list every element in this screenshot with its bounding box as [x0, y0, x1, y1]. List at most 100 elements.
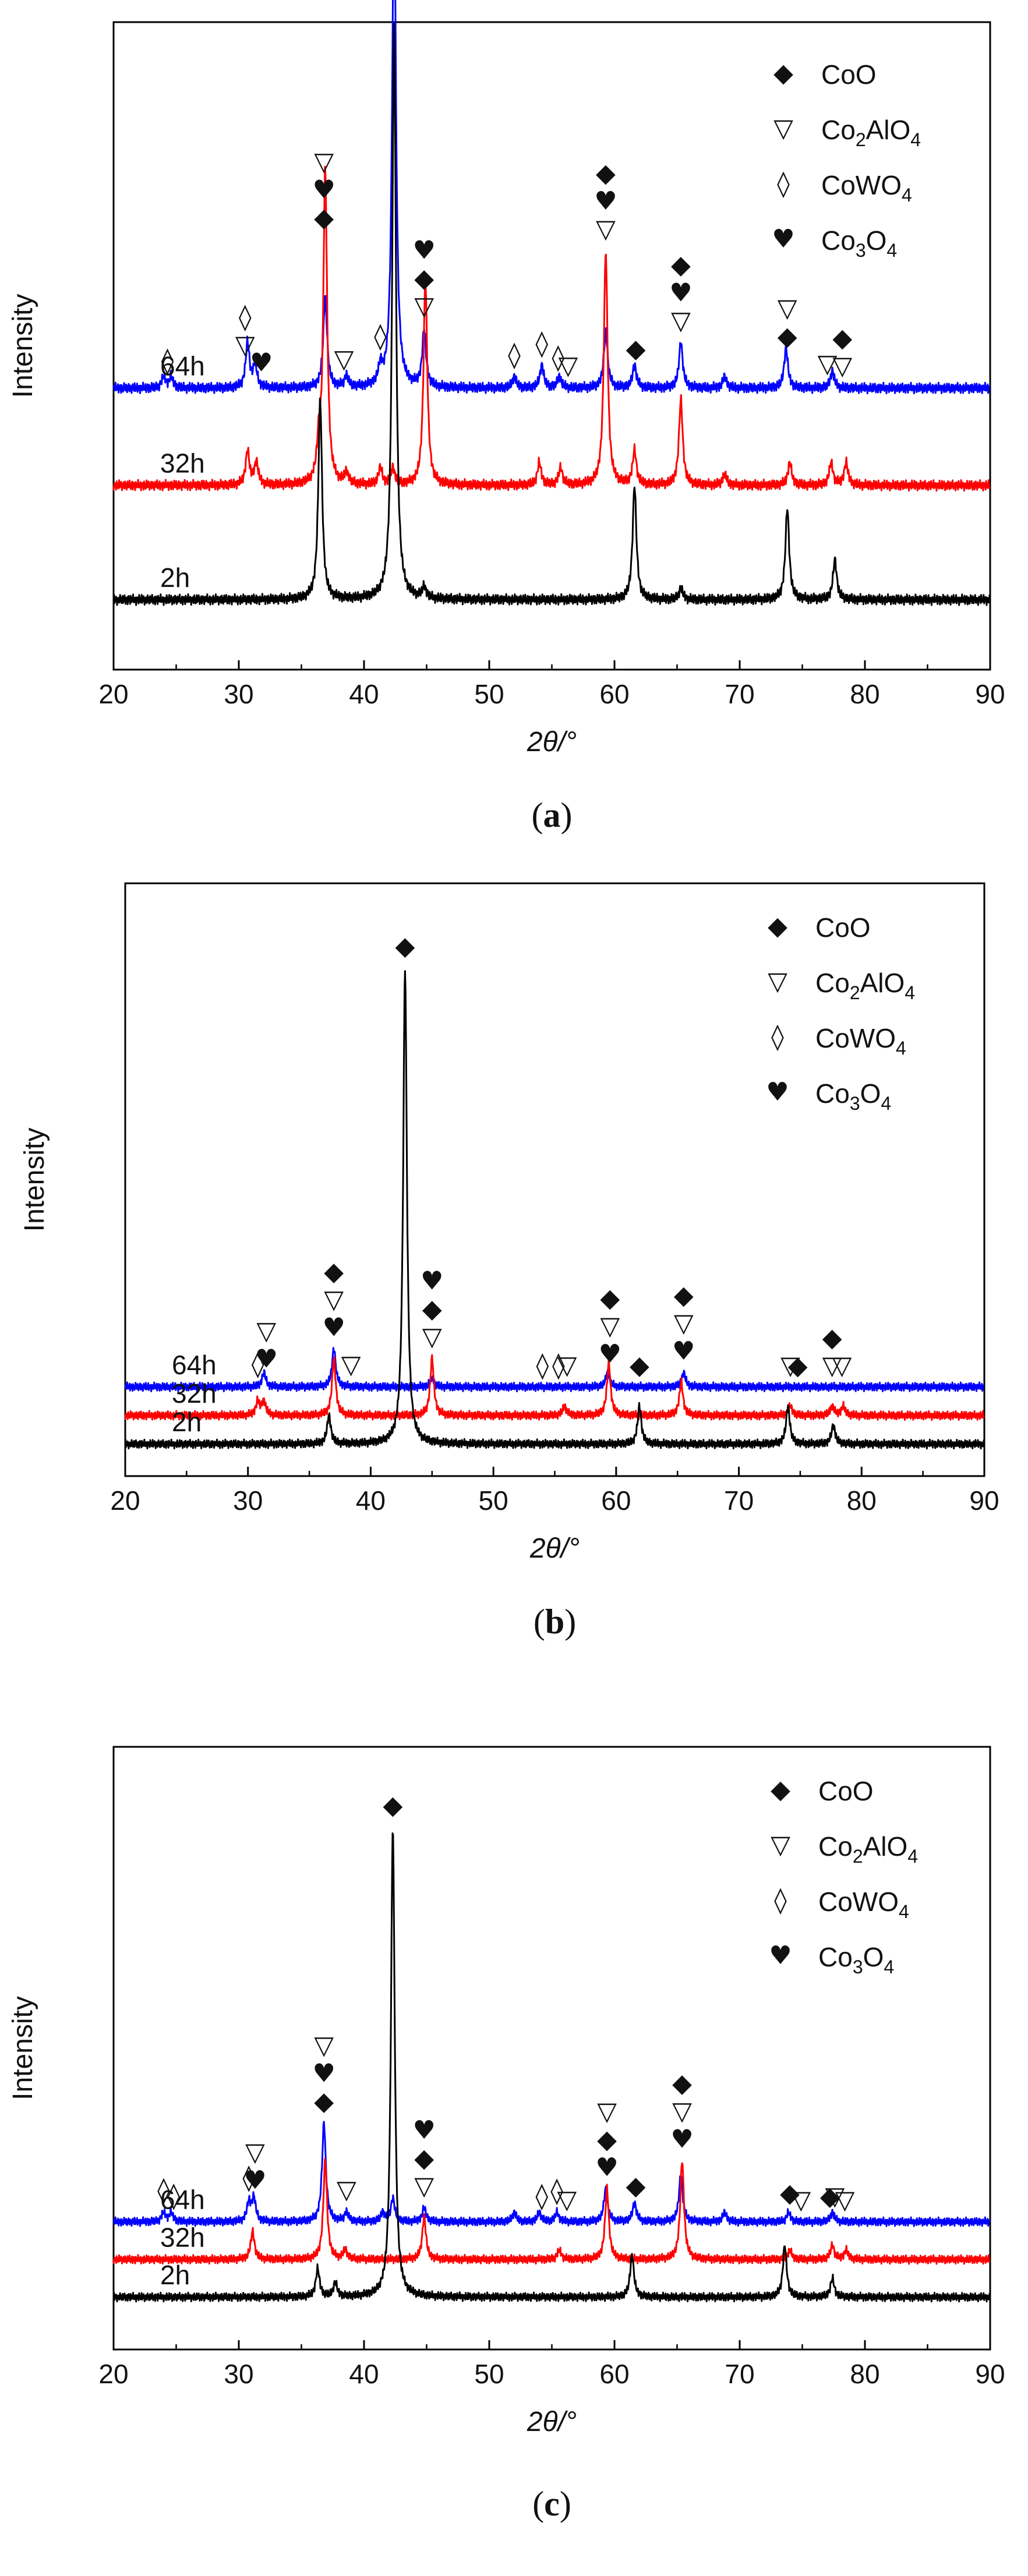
marker-triangle-down: ▽ — [672, 2097, 692, 2126]
legend-symbol-filled-diamond: ◆ — [771, 1775, 790, 1804]
caption-close: ) — [564, 1602, 576, 1641]
x-tick-label: 40 — [349, 2359, 379, 2389]
legend-label: CoWO4 — [815, 1023, 906, 1059]
marker-triangle-down: ▽ — [825, 2181, 845, 2211]
panel-b: 20 30 40 50 60 70 80 902θ/°Intensity64h32h2h◆♥▽… — [19, 882, 999, 1641]
series-line-64h — [124, 1347, 985, 1393]
marker-heart: ♥ — [670, 2125, 693, 2154]
marker-heart: ♥ — [322, 1312, 345, 1342]
x-tick-label: 50 — [474, 679, 504, 709]
caption-open: ( — [532, 796, 543, 834]
legend-label-part: AlO — [866, 115, 911, 145]
marker-triangle-down: ▽ — [557, 2185, 577, 2215]
marker-heart: ♥ — [669, 278, 692, 308]
marker-filled-diamond: ◆ — [324, 1257, 344, 1286]
legend-label-part: 2 — [856, 129, 866, 150]
panel-c: 20 30 40 50 60 70 80 902θ/°Intensity64h32h2h◆◆♥… — [8, 1746, 1005, 2523]
marker-open-diamond: ◊ — [508, 340, 521, 370]
series-line-2h — [112, 1832, 991, 2303]
marker-heart: ♥ — [312, 2059, 335, 2089]
legend-label: Co3O4 — [821, 225, 897, 261]
legend-symbol-heart: ♥ — [766, 1077, 789, 1107]
marker-triangle-down: ▽ — [596, 214, 616, 244]
marker-filled-diamond: ◆ — [383, 1791, 403, 1820]
marker-triangle-down: ▽ — [334, 345, 354, 374]
marker-triangle-down: ▽ — [832, 1351, 852, 1381]
marker-heart: ♥ — [255, 1344, 278, 1374]
series-label-64h: 64h — [172, 1350, 217, 1380]
marker-filled-diamond: ◆ — [596, 158, 616, 188]
legend-label: CoO — [818, 1776, 874, 1806]
marker-filled-diamond: ◆ — [314, 203, 334, 232]
legend-label-part: CoWO — [815, 1023, 896, 1053]
marker-open-diamond: ◊ — [536, 1351, 549, 1381]
marker-filled-diamond: ◆ — [597, 2125, 617, 2154]
marker-triangle-down: ▽ — [818, 349, 838, 378]
x-tick-label: 60 — [599, 679, 629, 709]
marker-open-diamond: ◊ — [535, 2181, 548, 2211]
x-tick-label: 30 — [224, 2359, 253, 2389]
series-label-64h: 64h — [160, 2185, 205, 2215]
series-label-32h: 32h — [160, 2222, 205, 2252]
marker-filled-diamond: ◆ — [822, 1323, 842, 1353]
series-label-2h: 2h — [160, 2260, 190, 2290]
marker-open-diamond: ◊ — [242, 2163, 255, 2192]
legend-label-part: Co — [821, 115, 856, 145]
marker-open-diamond: ◊ — [552, 1351, 565, 1381]
marker-open-diamond: ◊ — [552, 342, 564, 372]
marker-heart: ♥ — [595, 2153, 618, 2182]
legend-label-part: 3 — [856, 240, 866, 261]
marker-filled-diamond: ◆ — [788, 1351, 808, 1381]
marker-filled-diamond: ◆ — [626, 334, 646, 364]
legend-label-part: O — [863, 1942, 884, 1972]
marker-heart: ♥ — [672, 1336, 695, 1366]
series-line-64h — [112, 0, 991, 395]
legend-symbol-open-diamond: ◊ — [774, 1885, 787, 1915]
marker-triangle-down: ▽ — [341, 1350, 361, 1380]
marker-filled-diamond: ◆ — [832, 323, 852, 353]
y-axis-title: Intensity — [8, 1996, 38, 2100]
marker-heart: ♥ — [312, 175, 335, 204]
legend-label-part: 4 — [896, 1038, 906, 1059]
marker-filled-diamond: ◆ — [820, 2181, 840, 2211]
marker-triangle-down: ▽ — [832, 351, 852, 381]
panel-a: 20304050607080902θ/°Intensity64h32h2h◆◆♥… — [8, 0, 1005, 834]
legend-label-part: 4 — [884, 1956, 894, 1977]
marker-triangle-down: ▽ — [245, 2138, 265, 2167]
legend-symbol-filled-diamond: ◆ — [768, 911, 787, 941]
marker-triangle-down: ▽ — [780, 1351, 800, 1381]
series-label-32h: 32h — [160, 448, 205, 479]
series-label-2h: 2h — [160, 562, 190, 593]
marker-filled-diamond: ◆ — [414, 2143, 434, 2173]
y-axis-title: Intensity — [8, 294, 38, 398]
marker-open-diamond: ◊ — [157, 2175, 170, 2205]
legend-label: CoO — [815, 912, 871, 943]
legend-label-part: 2 — [853, 1846, 863, 1867]
marker-triangle-down: ▽ — [314, 2031, 334, 2061]
marker-filled-diamond: ◆ — [314, 2087, 334, 2117]
x-axis-title: 2θ/° — [527, 2407, 577, 2437]
marker-open-diamond: ◊ — [239, 302, 252, 332]
legend-symbol-open-diamond: ◊ — [777, 169, 790, 199]
y-axis-title: Intensity — [19, 1128, 50, 1232]
marker-open-diamond: ◊ — [535, 328, 548, 358]
series-label-2h: 2h — [172, 1407, 202, 1437]
legend-label-part: 4 — [910, 129, 921, 150]
series-line-32h — [112, 2158, 991, 2265]
legend-label-part: AlO — [860, 968, 905, 998]
marker-filled-diamond: ◆ — [395, 931, 415, 961]
marker-heart: ♥ — [594, 186, 617, 216]
x-tick-label: 90 — [975, 679, 1005, 709]
legend-label-part: 2 — [850, 982, 860, 1003]
legend-label: Co3O4 — [818, 1942, 894, 1977]
legend-label-part: 3 — [850, 1093, 860, 1114]
legend-label-part: 4 — [905, 982, 915, 1003]
x-axis-title: 2θ/° — [529, 1533, 580, 1564]
marker-triangle-down: ▽ — [256, 1317, 276, 1346]
legend-symbol-open-diamond: ◊ — [771, 1022, 784, 1052]
marker-heart: ♥ — [421, 1266, 443, 1296]
marker-open-diamond: ◊ — [550, 2176, 563, 2206]
series-label-64h: 64h — [160, 351, 205, 381]
series-line-32h — [112, 165, 991, 492]
x-tick-label: 20 — [98, 679, 128, 709]
